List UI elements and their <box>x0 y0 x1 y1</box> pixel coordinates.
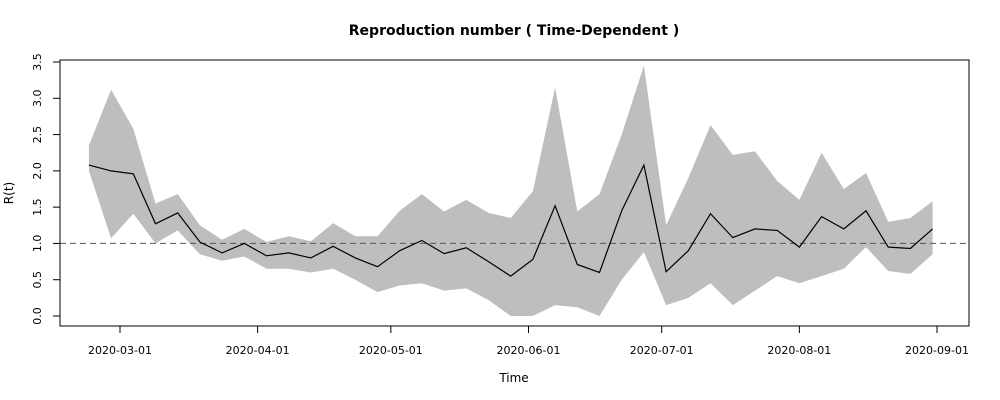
y-tick-label: 2.5 <box>31 126 44 144</box>
y-tick-label: 0.5 <box>31 271 44 289</box>
y-axis-label: R(t) <box>2 182 16 204</box>
confidence-band <box>88 65 933 316</box>
y-tick-label: 3.0 <box>31 90 44 108</box>
x-axis-label: Time <box>498 371 528 385</box>
x-tick-label: 2020-09-01 <box>905 344 969 357</box>
x-tick-label: 2020-07-01 <box>630 344 694 357</box>
x-tick-label: 2020-04-01 <box>226 344 290 357</box>
plot-area <box>60 65 969 316</box>
x-tick-label: 2020-03-01 <box>88 344 152 357</box>
y-tick-label: 2.0 <box>31 162 44 180</box>
y-tick-label: 0.0 <box>31 307 44 325</box>
x-tick-label: 2020-06-01 <box>497 344 561 357</box>
y-axis: 0.0 0.5 1.0 1.5 2.0 2.5 3.0 3.5 <box>31 53 60 325</box>
series-line <box>88 163 933 277</box>
y-tick-label: 3.5 <box>31 53 44 71</box>
plot-frame <box>59 59 970 327</box>
chart-title: Reproduction number ( Time-Dependent ) <box>349 23 679 39</box>
y-tick-label: 1.5 <box>31 198 44 216</box>
y-tick-label: 1.0 <box>31 235 44 253</box>
x-axis: 2020-03-01 2020-04-01 2020-05-01 2020-06-01… <box>88 326 969 357</box>
x-tick-label: 2020-08-01 <box>767 344 831 357</box>
x-tick-label: 2020-05-01 <box>359 344 423 357</box>
